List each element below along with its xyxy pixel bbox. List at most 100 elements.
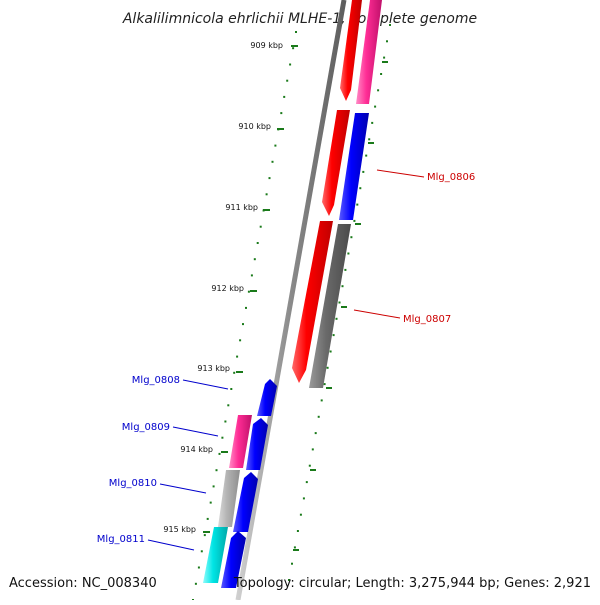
gene-arrow-mlg-0808[interactable] bbox=[257, 379, 277, 416]
ruler-dot bbox=[332, 334, 335, 337]
ruler-dot bbox=[374, 105, 377, 108]
gene-arrow-upstream[interactable] bbox=[340, 0, 362, 101]
ruler-dot bbox=[221, 436, 224, 439]
ruler-dot bbox=[314, 432, 317, 435]
feature-block-blue[interactable] bbox=[339, 113, 369, 220]
gene-arrow-mlg-0807[interactable] bbox=[292, 221, 333, 383]
ruler-dot bbox=[335, 317, 338, 320]
ruler-dot bbox=[288, 579, 290, 581]
ruler-dot bbox=[362, 170, 365, 173]
feature-track-forward-cds bbox=[292, 0, 362, 383]
ruler-dot bbox=[194, 582, 197, 585]
ruler-dot bbox=[383, 56, 386, 59]
map-title: Alkalilimnicola ehrlichii MLHE-1, comple… bbox=[122, 11, 477, 27]
ruler-dot bbox=[341, 285, 344, 288]
gene-arrow-mlg-0809[interactable] bbox=[246, 418, 268, 470]
gene-label-mlg-0811[interactable]: Mlg_0811 bbox=[97, 534, 145, 545]
label-leader-line bbox=[376, 169, 425, 178]
tick-label-909: 909 kbp bbox=[250, 41, 283, 50]
ruler-dot bbox=[286, 79, 289, 82]
ruler-dot bbox=[289, 63, 292, 66]
label-leader-line bbox=[182, 379, 229, 390]
gene-label-mlg-0806[interactable]: Mlg_0806 bbox=[427, 172, 475, 183]
feature-block-magenta[interactable] bbox=[356, 0, 382, 104]
feature-block-magenta[interactable] bbox=[229, 415, 252, 468]
label-leader-line bbox=[159, 483, 207, 494]
ruler-dot bbox=[280, 112, 283, 115]
ruler-dot bbox=[344, 268, 347, 271]
ruler-dot bbox=[233, 371, 236, 374]
feature-track-reverse-type bbox=[203, 415, 252, 583]
ruler-outer-track bbox=[288, 24, 391, 581]
ruler-dot bbox=[215, 469, 218, 472]
ruler-dot bbox=[338, 301, 341, 304]
ruler-dot bbox=[356, 203, 359, 206]
ruler-dot bbox=[245, 306, 247, 309]
ruler-dot bbox=[242, 323, 244, 326]
tick-label-914: 914 kbp bbox=[180, 445, 213, 454]
ruler-dot bbox=[283, 95, 286, 98]
feature-track-forward-type bbox=[309, 0, 382, 388]
ruler-dot bbox=[380, 73, 383, 75]
ruler-dot bbox=[218, 452, 221, 455]
gene-labels: Mlg_0806 Mlg_0807 Mlg_0808 Mlg_0809 Mlg_… bbox=[97, 169, 475, 551]
ruler-dot bbox=[274, 144, 277, 147]
ruler-dot bbox=[347, 252, 350, 255]
ruler-dot bbox=[323, 383, 326, 386]
gene-arrow-mlg-0806[interactable] bbox=[322, 110, 350, 216]
ruler-dot bbox=[291, 562, 293, 565]
tick-label-915: 915 kbp bbox=[163, 525, 196, 534]
ruler-dot bbox=[224, 420, 227, 423]
ruler-dot bbox=[271, 160, 274, 163]
accession-text: Accession: NC_008340 bbox=[9, 576, 157, 591]
ruler-dot bbox=[197, 566, 200, 569]
ruler-dot bbox=[212, 485, 215, 488]
ruler-dot bbox=[311, 448, 314, 451]
gene-arrow-mlg-0811[interactable] bbox=[221, 531, 246, 588]
ruler-dot bbox=[253, 258, 256, 261]
ruler-dot bbox=[389, 24, 391, 26]
ruler-dot bbox=[250, 274, 253, 277]
tick-label-911: 911 kbp bbox=[225, 203, 258, 212]
tick-label-910: 910 kbp bbox=[238, 122, 271, 131]
ruler-dot bbox=[302, 497, 305, 500]
ruler-dot bbox=[293, 546, 296, 549]
ruler-dot bbox=[239, 339, 242, 342]
feature-block-cyan[interactable] bbox=[203, 527, 228, 583]
label-leader-line bbox=[147, 539, 195, 551]
ruler-ticks: 909 kbp 910 kbp 911 kbp 912 kbp 913 kbp … bbox=[163, 41, 388, 551]
ruler-dot bbox=[296, 530, 299, 532]
gene-label-mlg-0808[interactable]: Mlg_0808 bbox=[132, 375, 180, 386]
ruler-dot bbox=[206, 517, 209, 520]
ruler-dot bbox=[259, 225, 262, 228]
ruler-dot bbox=[365, 154, 368, 157]
ruler-dot bbox=[230, 388, 233, 390]
ruler-dot bbox=[308, 464, 311, 467]
label-leader-line bbox=[353, 309, 401, 319]
ruler-dot bbox=[386, 40, 388, 43]
ruler-dot bbox=[326, 366, 329, 369]
label-leader-line bbox=[172, 426, 219, 437]
ruler-dot bbox=[292, 47, 295, 50]
feature-block-light-gray[interactable] bbox=[218, 470, 240, 527]
ruler-dot bbox=[320, 399, 323, 402]
gene-label-mlg-0809[interactable]: Mlg_0809 bbox=[122, 422, 170, 433]
genome-backbone bbox=[235, 0, 347, 601]
ruler-dot bbox=[377, 89, 380, 92]
ruler-dot bbox=[371, 121, 374, 124]
ruler-dot bbox=[350, 236, 353, 239]
tick-label-912: 912 kbp bbox=[211, 284, 244, 293]
ruler-dot bbox=[203, 534, 206, 537]
ruler-dot bbox=[305, 481, 308, 484]
ruler-dot bbox=[353, 219, 356, 222]
feature-block-gray[interactable] bbox=[309, 224, 351, 388]
ruler-dot bbox=[299, 513, 302, 516]
feature-track-reverse-cds bbox=[221, 379, 277, 588]
ruler-dot bbox=[295, 31, 297, 33]
ruler-dot bbox=[265, 193, 268, 196]
gene-label-mlg-0807[interactable]: Mlg_0807 bbox=[403, 314, 451, 325]
gene-label-mlg-0810[interactable]: Mlg_0810 bbox=[109, 478, 157, 489]
gene-arrow-mlg-0810[interactable] bbox=[233, 472, 258, 532]
ruler-dot bbox=[329, 350, 332, 353]
